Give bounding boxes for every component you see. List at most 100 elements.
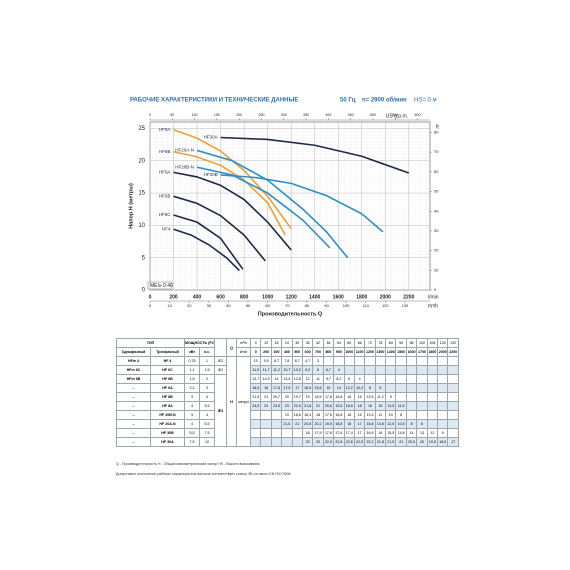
cell: 18 [312,410,324,420]
cell: л.с. [198,347,216,357]
cell: 90 [395,338,407,348]
cell: 5 [374,383,387,393]
table-row: Однофазный Трехфазный кВт л.с. l/min 0 200 300 4… [116,347,459,357]
curve-label: HF30A [204,135,218,140]
cell: 78 [374,338,387,348]
cell: 72 [364,338,376,348]
cell: 18 [343,419,355,429]
cell [426,365,439,375]
x2-tick-label: 80 [305,303,310,308]
cell: m³/h [236,338,252,348]
cell [249,419,262,429]
cell: – [116,428,151,438]
cell [333,356,345,366]
cell: 17,6 [333,428,345,438]
top-tick-label: 0 [149,113,151,117]
cell [364,356,376,366]
x-tick-label: 2000 [380,294,391,300]
cell: 16,8 [333,410,345,420]
cell: 0,75 [184,356,200,366]
cell: 18 [270,338,283,348]
cell: 48 [322,338,335,348]
cell [405,374,418,384]
cell: 10,5 [395,419,407,429]
cell: 22,6 [343,437,355,447]
cell: 66 [353,338,366,348]
cell: 900 [333,347,345,357]
x-tick-label: 1800 [356,294,367,300]
y2-tick-label: 60 [434,169,439,174]
x-tick-label: 400 [193,294,202,300]
cell: 9,5 [260,356,272,366]
cell: 21 [260,392,272,402]
cell: HF 8B [150,392,185,402]
cell: 1,5 [198,365,216,375]
cell [447,392,459,402]
cell: 0 [249,338,262,348]
cell [437,410,449,420]
cell: 200 [260,347,272,357]
cell: HF 30A [150,437,185,447]
x2-tick-label: 100 [343,303,350,308]
cell: 21 [312,401,324,411]
cell: 23 [312,437,324,447]
cell: 18,8 [333,419,345,429]
cell: 7,5 [198,428,216,438]
cell: МОЩНОСТЬ (P2) [183,338,216,348]
cell: 19 [301,392,314,402]
cell: 21,8 [374,437,387,447]
table-row: – HF 8A 4 5,5 24,5 24 23,5 23 22,5 21,8 21 20,6 19,5… [116,401,459,411]
cell: IE2 [214,365,228,375]
cell: 17,5 [322,410,335,420]
cell: 16 [364,401,376,411]
cell: 22,9 [322,437,335,447]
y-tick-label: 20 [138,158,145,164]
cell: 3 [198,383,216,393]
cell: 13,5 [281,374,293,384]
cell: 17,4 [343,428,355,438]
table-row: – HF 8B 3 4 21,5 21 20,7 20 19,7 19 18,5 17,8 16,8 16… [116,392,459,402]
x2-tick-label: 0 [149,303,152,308]
cell [374,356,387,366]
curve-label: HF8A [159,127,171,132]
cell: 1200 [364,347,376,357]
cell [343,356,355,366]
cell: 22,5 [353,437,366,447]
x-tick-label: 800 [240,294,249,300]
cell [405,392,418,402]
cell: 21,8 [301,401,314,411]
curve-label: HF20A-N [175,148,194,153]
cell: 17 [353,419,366,429]
cell: 20,8 [301,419,314,429]
cell: 15,8 [312,383,324,393]
cell [249,410,262,420]
cell: 10 [385,410,397,420]
top-tick-label: 450 [348,113,354,117]
cell: 1700 [416,347,428,357]
top-tick-label: 150 [214,113,220,117]
cell: 23,5 [270,401,283,411]
cell: 18,5 [249,383,262,393]
cell [249,437,262,447]
cell: 8 [405,419,418,429]
cell: 14 [405,428,418,438]
curve-label: HF4 [162,226,171,231]
cell: H [226,356,238,447]
cell: – [116,383,151,393]
cell: Трехфазный [150,347,185,357]
cell [416,374,428,384]
x2-tick-label: 30 [207,303,212,308]
cell [395,392,407,402]
cell: 24 [281,338,293,348]
cell: 600 [301,347,314,357]
cell: 800 [322,347,335,357]
cell: 21,5 [249,392,262,402]
cell: – [116,392,151,402]
table-row: HFm 6B HF 6B 1,5 2 IE3 14,7 14,5 14 13,5 12,8 12 11… [116,374,459,447]
cell [395,374,407,384]
cell: 20 [416,437,428,447]
cell: 4 [353,374,366,384]
cell: 16 [374,428,387,438]
cell: ТИП [116,338,185,348]
